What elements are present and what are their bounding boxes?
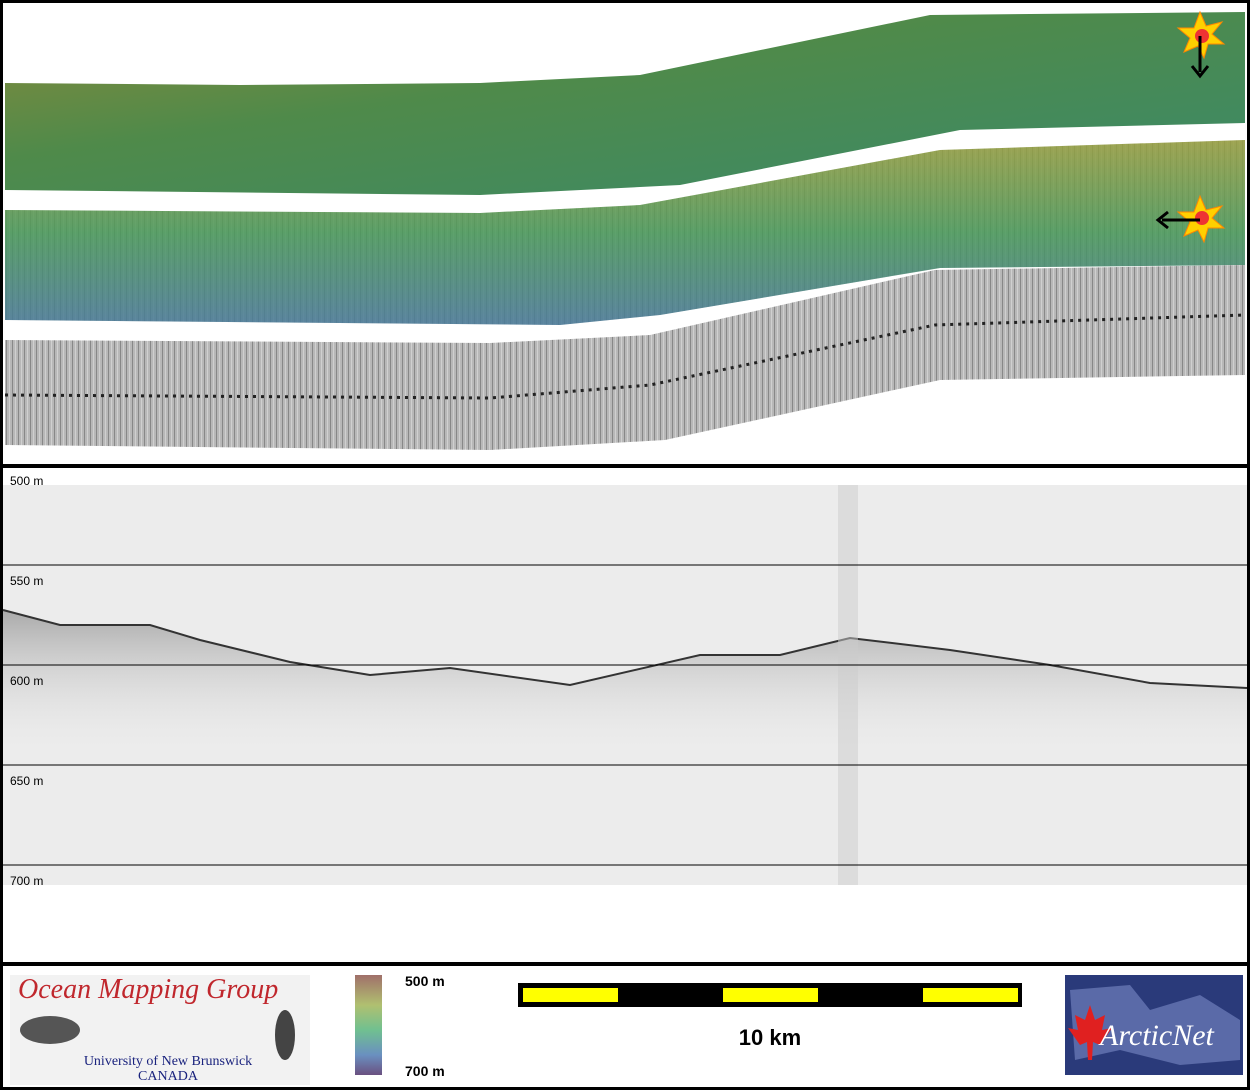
logo-graphic [275, 1010, 295, 1060]
depth-label: 700 m [10, 874, 43, 888]
depth-label: 650 m [10, 774, 43, 788]
sub-bottom [3, 610, 1247, 760]
footer: Ocean Mapping Group University of New Br… [10, 973, 1243, 1085]
profile: 500 m 550 m 600 m 650 m 700 m [2, 474, 1248, 888]
logo-graphic [20, 1016, 80, 1044]
scale-segment [923, 988, 1018, 1002]
scale-label: 10 km [739, 1025, 801, 1050]
sun-icon [1176, 10, 1226, 79]
backscatter-swath [5, 265, 1245, 450]
colorbar-label: 500 m [405, 973, 445, 989]
country: CANADA [138, 1069, 199, 1084]
partner-name: ArcticNet [1098, 1019, 1215, 1052]
noise-band [838, 485, 858, 885]
bathymetry-swath [5, 12, 1245, 195]
scale-segment [523, 988, 618, 1002]
group-name: Ocean Mapping Group [18, 974, 278, 1005]
colorbar-label: 700 m [405, 1063, 445, 1079]
depth-label: 500 m [10, 474, 43, 488]
colorbar [355, 975, 382, 1075]
maple-leaf [1068, 1005, 1112, 1060]
scale-segment [723, 988, 818, 1002]
sun-icon [1155, 194, 1226, 244]
swaths [4, 10, 1246, 450]
university: University of New Brunswick [84, 1054, 252, 1069]
depth-label: 550 m [10, 574, 43, 588]
logo-map [1070, 985, 1240, 1065]
depth-label: 600 m [10, 674, 43, 688]
swath-texture [5, 140, 1245, 325]
seafloor [2, 609, 1248, 689]
backscatter-feature [4, 313, 1246, 400]
